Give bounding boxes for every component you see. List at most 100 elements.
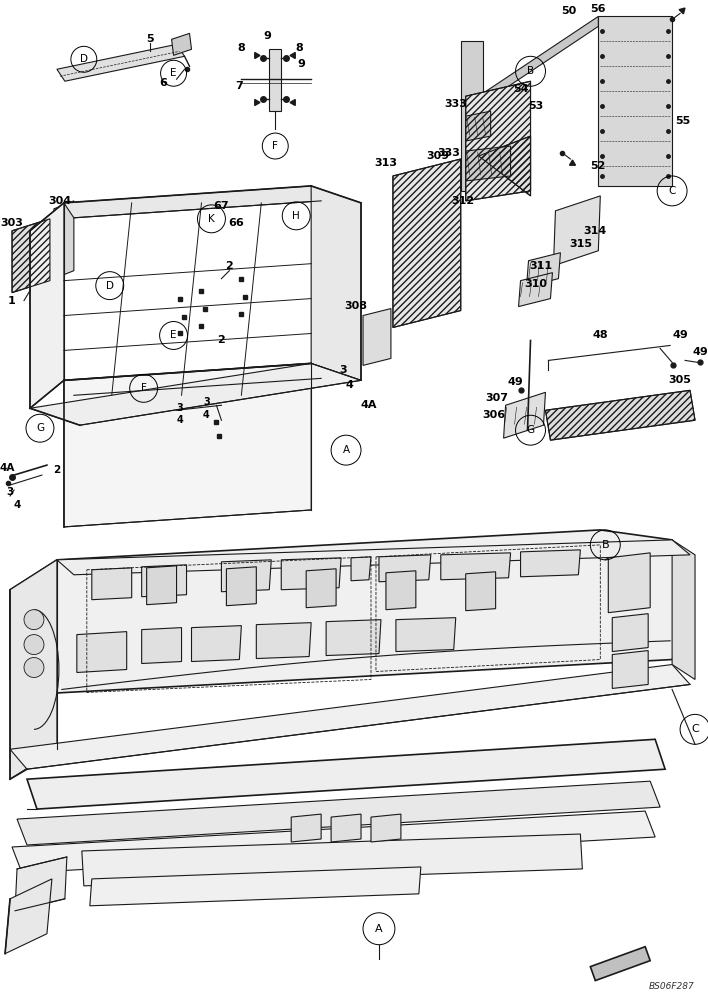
Polygon shape xyxy=(520,550,581,577)
Polygon shape xyxy=(281,558,341,590)
Polygon shape xyxy=(545,390,695,440)
Polygon shape xyxy=(479,136,530,196)
Text: 8: 8 xyxy=(237,43,245,53)
Text: 4: 4 xyxy=(13,500,21,510)
Text: 3: 3 xyxy=(176,403,183,413)
Text: A: A xyxy=(375,924,383,934)
Polygon shape xyxy=(393,159,461,328)
Polygon shape xyxy=(612,651,649,688)
Text: 2: 2 xyxy=(53,465,60,475)
Polygon shape xyxy=(17,781,660,845)
Polygon shape xyxy=(466,572,496,611)
Text: C: C xyxy=(668,186,676,196)
Text: 54: 54 xyxy=(513,84,528,94)
Polygon shape xyxy=(5,879,52,954)
Text: 9: 9 xyxy=(263,31,271,41)
Polygon shape xyxy=(379,555,430,582)
Text: 1: 1 xyxy=(8,296,16,306)
Polygon shape xyxy=(57,540,690,575)
Polygon shape xyxy=(291,814,321,842)
Text: 4: 4 xyxy=(203,410,210,420)
Text: F: F xyxy=(273,141,278,151)
Text: 48: 48 xyxy=(593,330,608,340)
Polygon shape xyxy=(77,632,127,672)
Text: 49: 49 xyxy=(672,330,688,340)
Polygon shape xyxy=(608,553,650,613)
Polygon shape xyxy=(503,392,545,438)
Polygon shape xyxy=(171,33,191,55)
Polygon shape xyxy=(306,569,336,608)
Text: 2: 2 xyxy=(217,335,225,345)
Text: 55: 55 xyxy=(675,116,691,126)
Text: 307: 307 xyxy=(485,393,508,403)
Polygon shape xyxy=(10,530,690,694)
Text: 315: 315 xyxy=(569,239,592,249)
Polygon shape xyxy=(10,665,690,769)
Text: 3: 3 xyxy=(203,397,210,407)
Polygon shape xyxy=(554,196,600,266)
Text: 67: 67 xyxy=(214,201,229,211)
Text: 49: 49 xyxy=(692,347,708,357)
Text: C: C xyxy=(691,724,699,734)
Text: K: K xyxy=(208,214,215,224)
Text: 304: 304 xyxy=(48,196,72,206)
Polygon shape xyxy=(386,571,416,610)
Polygon shape xyxy=(30,363,361,425)
Text: 314: 314 xyxy=(583,226,607,236)
Text: 53: 53 xyxy=(528,101,543,111)
Text: 9: 9 xyxy=(297,59,305,69)
Polygon shape xyxy=(351,557,371,581)
Text: 305: 305 xyxy=(668,375,692,385)
Text: D: D xyxy=(80,54,88,64)
Polygon shape xyxy=(598,16,672,186)
Text: 306: 306 xyxy=(482,410,506,420)
Text: B: B xyxy=(527,66,534,76)
Text: 6: 6 xyxy=(160,78,168,88)
Polygon shape xyxy=(461,41,483,191)
Text: D: D xyxy=(105,281,114,291)
Text: 311: 311 xyxy=(529,261,552,271)
Text: 50: 50 xyxy=(561,6,576,16)
Polygon shape xyxy=(15,857,67,911)
Circle shape xyxy=(24,610,44,630)
Text: BS06F287: BS06F287 xyxy=(649,982,694,991)
Text: 333: 333 xyxy=(438,148,460,158)
Polygon shape xyxy=(54,201,74,279)
Polygon shape xyxy=(57,44,185,81)
Text: F: F xyxy=(141,383,147,393)
Polygon shape xyxy=(396,618,456,652)
Polygon shape xyxy=(371,814,401,842)
Polygon shape xyxy=(64,363,311,527)
Text: 313: 313 xyxy=(375,158,397,168)
Text: 7: 7 xyxy=(236,81,244,91)
Text: A: A xyxy=(343,445,350,455)
Text: 2: 2 xyxy=(226,261,233,271)
Polygon shape xyxy=(222,560,271,592)
Polygon shape xyxy=(82,834,583,886)
Polygon shape xyxy=(672,540,695,679)
Text: G: G xyxy=(527,425,535,435)
Text: 333: 333 xyxy=(445,99,467,109)
Text: 310: 310 xyxy=(524,279,547,289)
Polygon shape xyxy=(191,626,241,662)
Polygon shape xyxy=(10,560,57,779)
Polygon shape xyxy=(12,811,655,873)
Polygon shape xyxy=(147,566,176,605)
Text: B: B xyxy=(602,540,609,550)
Polygon shape xyxy=(331,814,361,842)
Polygon shape xyxy=(90,867,421,906)
Circle shape xyxy=(24,658,44,677)
Text: 52: 52 xyxy=(590,161,606,171)
Text: 4: 4 xyxy=(176,415,183,425)
Text: 312: 312 xyxy=(451,196,474,206)
Polygon shape xyxy=(363,309,391,365)
Text: 4A: 4A xyxy=(361,400,377,410)
Polygon shape xyxy=(12,219,50,293)
Polygon shape xyxy=(590,947,650,981)
Text: 4: 4 xyxy=(345,380,353,390)
Polygon shape xyxy=(30,203,64,408)
Text: 66: 66 xyxy=(229,218,244,228)
Text: E: E xyxy=(171,68,177,78)
Text: 3: 3 xyxy=(339,365,347,375)
Polygon shape xyxy=(479,16,598,106)
